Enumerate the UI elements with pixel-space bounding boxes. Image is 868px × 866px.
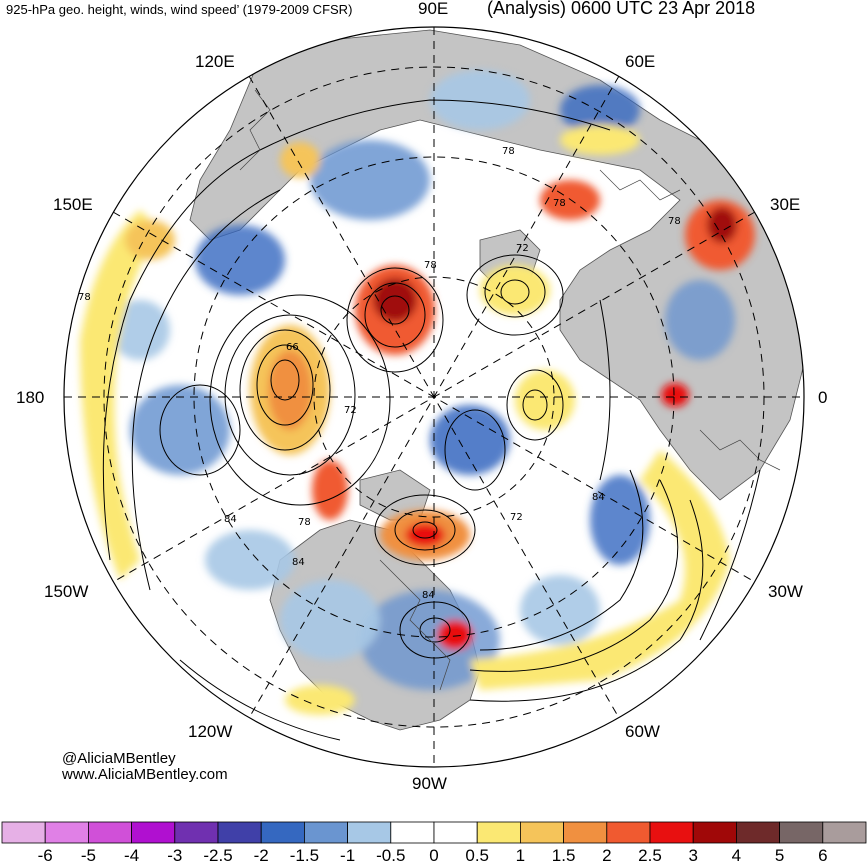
colorbar-tick-label: 6 bbox=[818, 846, 828, 865]
colorbar-segment bbox=[1, 821, 46, 844]
colorbar-segment bbox=[520, 821, 565, 844]
lon-label-90e: 90E bbox=[418, 0, 449, 18]
contour-value-labels: 78 78 78 78 72 66 72 84 78 84 84 72 84 7… bbox=[78, 146, 681, 601]
colorbar-segment bbox=[174, 821, 219, 844]
lon-label-0: 0 bbox=[818, 388, 828, 407]
lon-label-60e: 60E bbox=[625, 52, 656, 71]
contour-label: 66 bbox=[286, 342, 299, 353]
contour-label: 78 bbox=[502, 146, 515, 157]
credit-twitter: @AliciaMBentley bbox=[62, 750, 176, 767]
colorbar-segment bbox=[260, 821, 305, 844]
contour-label: 78 bbox=[424, 260, 437, 271]
colorbar-segment bbox=[822, 821, 867, 844]
analysis-time: (Analysis) 0600 UTC 23 Apr 2018 bbox=[487, 0, 756, 18]
colorbar-tick-label: 2 bbox=[602, 846, 612, 865]
colorbar-tick-label: 0.5 bbox=[465, 846, 490, 865]
lon-label-30w: 30W bbox=[768, 582, 803, 601]
colorbar-tick-label: -1 bbox=[340, 846, 356, 865]
colorbar-segment bbox=[779, 821, 824, 844]
colorbar-tick-label: -1.5 bbox=[289, 846, 320, 865]
colorbar-segment bbox=[692, 821, 737, 844]
credit-website: www.AliciaMBentley.com bbox=[62, 766, 228, 783]
colorbar-tick-label: 4 bbox=[731, 846, 742, 865]
colorbar-segment bbox=[476, 821, 521, 844]
colorbar-tick-label: -3 bbox=[167, 846, 183, 865]
contour-label: 78 bbox=[553, 198, 566, 209]
contour-label: 84 bbox=[224, 514, 237, 525]
colorbar-segment bbox=[649, 821, 694, 844]
colorbar-segment bbox=[433, 821, 478, 844]
colorbar-segment bbox=[131, 821, 176, 844]
contour-label: 78 bbox=[668, 216, 681, 227]
colorbar-tick-label: 2.5 bbox=[638, 846, 662, 865]
contour-label: 72 bbox=[344, 405, 357, 416]
colorbar-tick-label: -0.5 bbox=[376, 846, 406, 865]
lon-label-60w: 60W bbox=[625, 722, 660, 741]
map-title: 925-hPa geo. height, winds, wind speed’ … bbox=[6, 2, 353, 17]
colorbar-tick-label: 3 bbox=[688, 846, 698, 865]
coastlines bbox=[239, 89, 781, 691]
colorbar-segment bbox=[736, 821, 781, 844]
lon-label-120w: 120W bbox=[188, 722, 233, 741]
contour-label: 72 bbox=[516, 243, 529, 254]
lon-label-150e: 150E bbox=[53, 195, 93, 214]
lon-label-120e: 120E bbox=[195, 52, 235, 71]
map-boundary bbox=[63, 26, 805, 768]
lon-label-180: 180 bbox=[16, 388, 45, 407]
contour-label: 78 bbox=[78, 292, 91, 303]
colorbar-tick-label: -5 bbox=[80, 846, 96, 865]
colorbar-tick-label: -2 bbox=[253, 846, 269, 865]
colorbar-tick-label: -4 bbox=[124, 846, 140, 865]
lon-label-30e: 30E bbox=[770, 195, 801, 214]
colorbar-tick-label: -2.5 bbox=[203, 846, 233, 865]
colorbar-segment bbox=[44, 821, 89, 844]
contour-label: 84 bbox=[592, 492, 605, 503]
wind-anomaly-shading bbox=[80, 70, 755, 715]
colorbar-tick-label: 1 bbox=[515, 846, 526, 865]
colorbar-segment bbox=[606, 821, 651, 844]
colorbar-segment bbox=[390, 821, 435, 844]
lon-label-90w: 90W bbox=[412, 774, 447, 793]
colorbar-segment bbox=[347, 821, 392, 844]
contour-label: 78 bbox=[298, 517, 311, 528]
contour-label: 84 bbox=[292, 557, 305, 568]
colorbar-segment bbox=[563, 821, 608, 844]
contour-label: 72 bbox=[510, 512, 523, 523]
contour-label: 84 bbox=[422, 590, 435, 601]
graticule bbox=[64, 27, 804, 767]
lon-label-150w: 150W bbox=[44, 582, 89, 601]
colorbar-tick-label: -6 bbox=[37, 846, 53, 865]
colorbar-tick-label: 0 bbox=[429, 846, 439, 865]
colorbar-tick-label: 1.5 bbox=[551, 846, 576, 865]
colorbar-tick-label: 5 bbox=[774, 846, 785, 865]
colorbar-segment bbox=[217, 821, 262, 844]
colorbar-segment bbox=[303, 821, 348, 844]
colorbar bbox=[1, 821, 867, 844]
colorbar-segment bbox=[88, 821, 133, 844]
